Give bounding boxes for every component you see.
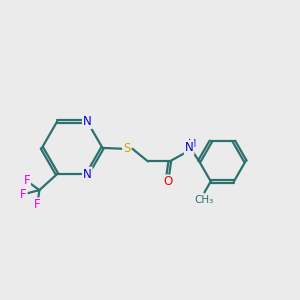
Text: CH₃: CH₃	[195, 195, 214, 205]
Text: N: N	[83, 168, 92, 181]
Text: O: O	[163, 176, 172, 188]
Text: H: H	[188, 139, 197, 149]
Text: F: F	[34, 198, 40, 211]
Text: S: S	[123, 142, 130, 155]
Text: F: F	[20, 188, 27, 201]
Text: N: N	[83, 115, 92, 128]
Text: F: F	[23, 174, 30, 188]
Text: N: N	[185, 141, 194, 154]
